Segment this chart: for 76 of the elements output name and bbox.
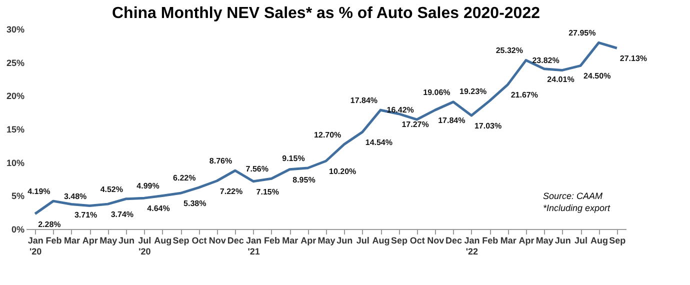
data-label: 17.03%	[474, 121, 502, 130]
data-label: 27.13%	[620, 54, 648, 64]
y-tick-label: 20%	[6, 91, 24, 102]
x-tick-label: Feb	[482, 236, 499, 246]
x-tick-label: Jan '21	[246, 236, 262, 256]
x-tick-label: Sep	[390, 236, 408, 246]
x-tick-label: Oct	[410, 236, 425, 246]
data-label: 7.22%	[220, 186, 243, 196]
x-tick-label: Feb	[264, 236, 280, 246]
y-tick-label: 30%	[6, 24, 24, 34]
chart-title: China Monthly NEV Sales* as % of Auto Sales 2020-2022	[112, 5, 540, 22]
data-label: 4.64%	[147, 204, 170, 214]
data-label: 16.42%	[386, 106, 414, 115]
x-tick-label: Jul	[574, 236, 588, 246]
data-label: 7.56%	[246, 164, 268, 174]
x-tick-label: Jul	[356, 236, 370, 246]
x-tick-label: Aug	[590, 236, 608, 246]
data-label: 10.20%	[329, 167, 356, 176]
data-label: 8.76%	[209, 156, 232, 166]
y-tick-label: 15%	[6, 124, 24, 134]
data-label: 5.38%	[184, 199, 206, 208]
x-tick-label: May	[318, 236, 336, 246]
x-tick-label: Mar	[282, 236, 299, 246]
annotation: *Including export	[542, 202, 610, 214]
data-label: 7.15%	[256, 187, 279, 196]
data-label: 4.19%	[28, 187, 50, 196]
data-label: 25.32%	[496, 46, 523, 56]
x-tick-label: Dec	[446, 236, 462, 246]
data-label: 6.22%	[173, 174, 196, 183]
y-tick-label: 10%	[6, 158, 24, 168]
x-tick-label: Apr	[82, 236, 98, 246]
data-label: 19.23%	[459, 86, 487, 96]
data-label: 24.50%	[584, 72, 611, 81]
data-label: 19.06%	[423, 88, 450, 97]
x-tick-label: Jun	[336, 236, 353, 246]
x-tick-label: Feb	[46, 236, 62, 246]
x-tick-label: Mar	[64, 236, 80, 246]
x-tick-label: Aug	[372, 236, 390, 246]
data-label: 3.48%	[64, 192, 87, 201]
x-tick-label: Sep	[172, 236, 190, 246]
data-label: 17.27%	[402, 120, 429, 129]
x-tick-label: Jan '22	[464, 236, 480, 256]
data-label: 21.67%	[510, 90, 538, 100]
x-tick-label: Sep	[609, 236, 626, 246]
y-tick-label: 0%	[11, 224, 24, 234]
annotation: Source: CAAM	[542, 190, 604, 202]
x-tick-label: Jan '20	[28, 236, 44, 256]
data-label: 12.70%	[314, 130, 342, 140]
data-label: 4.52%	[100, 184, 123, 194]
x-tick-label: Jun	[118, 236, 135, 246]
y-tick-label: 25%	[6, 58, 24, 68]
data-label: 24.01%	[547, 74, 574, 84]
x-tick-label: May	[536, 236, 554, 246]
x-tick-label: Dec	[227, 236, 244, 246]
x-tick-label: Nov	[208, 236, 226, 246]
data-label: 3.74%	[110, 210, 134, 220]
y-tick-label: 5%	[11, 191, 24, 202]
x-tick-label: Nov	[427, 236, 444, 246]
data-label: 4.99%	[136, 182, 160, 191]
x-tick-label: Jul '20	[138, 236, 152, 256]
x-tick-label: Mar	[500, 236, 517, 246]
x-tick-label: Jun	[554, 236, 571, 246]
x-tick-label: May	[100, 236, 118, 246]
x-tick-label: Oct	[192, 236, 207, 246]
data-label: 14.54%	[365, 138, 393, 148]
data-label: 17.84%	[438, 116, 466, 126]
x-tick-label: Apr	[518, 236, 535, 246]
data-label: 2.28%	[38, 220, 61, 229]
data-label: 23.82%	[532, 56, 560, 66]
data-label: 27.95%	[568, 28, 596, 38]
x-tick-label: Apr	[300, 236, 317, 246]
data-label: 17.84%	[350, 96, 378, 106]
data-label: 8.95%	[292, 175, 316, 184]
data-label: 3.71%	[74, 210, 98, 220]
x-tick-label: Aug	[154, 236, 172, 246]
data-label: 9.15%	[282, 154, 305, 163]
